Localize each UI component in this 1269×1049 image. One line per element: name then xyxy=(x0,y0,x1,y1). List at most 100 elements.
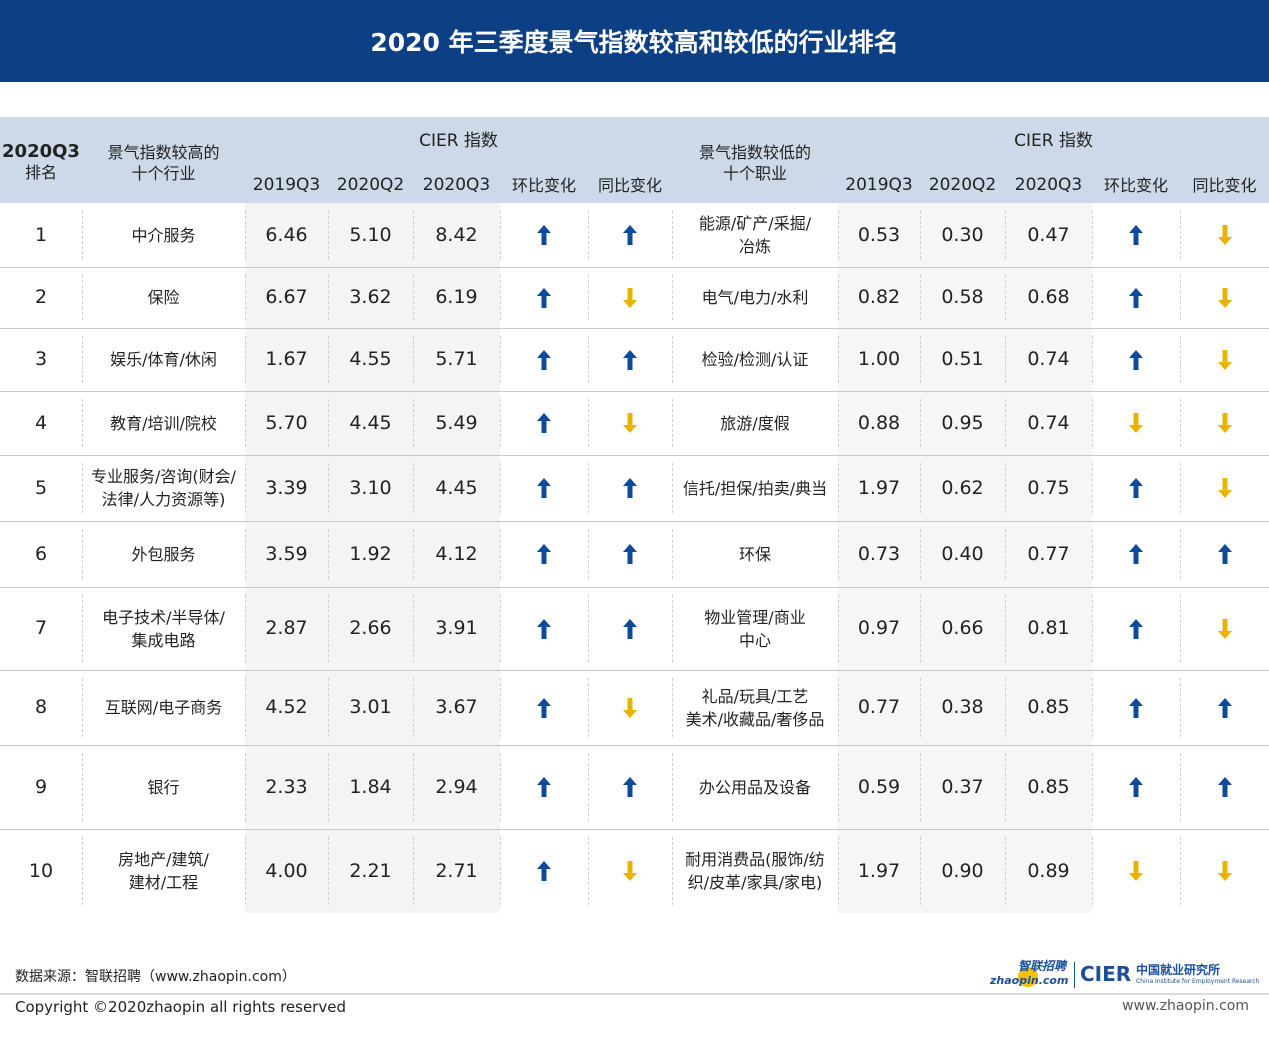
arrow-up-icon xyxy=(1129,478,1143,498)
column-divider xyxy=(1180,678,1181,737)
value-cell: 0.95 xyxy=(941,411,984,434)
column-divider xyxy=(1180,336,1181,383)
column-divider xyxy=(245,595,246,662)
arrow-down-icon xyxy=(1217,861,1232,881)
industry-name-cell-line: 银行 xyxy=(147,777,180,797)
row-divider xyxy=(0,745,1269,746)
column-header: 2020Q3 xyxy=(422,175,491,195)
column-divider xyxy=(588,399,589,447)
value-cell: 0.53 xyxy=(857,223,901,246)
yoy-change-cell xyxy=(588,829,672,913)
column-divider xyxy=(82,463,83,513)
column-divider xyxy=(920,275,921,320)
column-divider xyxy=(838,463,839,513)
rank-header: 2020Q3 排名 xyxy=(0,141,82,183)
low-occupation-header-line: 景气指数较低的 xyxy=(698,143,811,162)
occupation-name-cell-line: 中心 xyxy=(738,630,771,650)
column-divider xyxy=(500,595,501,662)
website-url: www.zhaopin.com xyxy=(1122,998,1249,1014)
occupation-name-cell-line: 电气/电力/水利 xyxy=(701,288,809,307)
rank-cell: 1 xyxy=(34,223,48,246)
row-divider xyxy=(0,670,1269,671)
value-cell: 5.71 xyxy=(435,348,478,370)
value-cell: 0.51 xyxy=(941,348,984,370)
arrow-up-icon xyxy=(1129,287,1143,308)
value-cell: 2.21 xyxy=(349,859,392,882)
arrow-up-icon xyxy=(1129,777,1143,797)
yoy-change-cell xyxy=(588,391,672,455)
occupation-name-cell: 信托/担保/拍卖/典当 xyxy=(672,455,838,521)
value-cell: 1.97 xyxy=(857,476,901,499)
column-divider xyxy=(588,336,589,383)
column-divider xyxy=(1180,275,1181,320)
row-divider xyxy=(0,521,1269,522)
arrow-up-icon xyxy=(537,287,551,308)
value-cell: 0.77 xyxy=(857,696,901,718)
value-cell: 6.67 xyxy=(265,286,308,308)
column-divider xyxy=(413,275,414,320)
arrow-up-icon xyxy=(537,618,551,639)
industry-name-cell: 银行 xyxy=(82,745,245,829)
industry-name-cell-line: 外包服务 xyxy=(131,544,196,564)
column-divider xyxy=(1180,837,1181,905)
column-divider xyxy=(1005,595,1006,662)
column-divider xyxy=(1092,463,1093,513)
column-divider xyxy=(1005,678,1006,737)
value-cell: 1.84 xyxy=(349,775,392,798)
value-cell: 2.87 xyxy=(265,617,308,639)
high-industry-header-line: 景气指数较高的 xyxy=(107,143,220,162)
cier-logo: CIER 中国就业研究所 China Institute for Employm… xyxy=(1080,962,1260,986)
zhaopin-logo: 智联招聘 zhaopin.com xyxy=(990,959,1069,987)
cier-index-header: CIER 指数 xyxy=(1014,131,1093,151)
row-divider xyxy=(0,328,1269,329)
value-cell: 3.01 xyxy=(349,696,392,718)
value-cell: 0.74 xyxy=(1027,411,1070,434)
occupation-name-cell-line: 耐用消费品(服饰/纺 xyxy=(685,850,825,869)
arrow-down-icon xyxy=(623,287,637,308)
column-divider xyxy=(328,336,329,383)
value-cell: 0.88 xyxy=(857,411,901,434)
value-cell: 4.45 xyxy=(349,411,392,434)
column-divider xyxy=(838,753,839,821)
value-cell: 0.74 xyxy=(1027,348,1070,370)
arrow-up-icon xyxy=(623,225,637,245)
qoq-change-cell xyxy=(1092,391,1180,455)
arrow-up-icon xyxy=(537,861,551,881)
value-column-bg xyxy=(838,203,1092,913)
arrow-up-icon xyxy=(623,349,637,370)
value-cell: 0.47 xyxy=(1027,223,1070,246)
column-divider xyxy=(920,463,921,513)
value-cell: 3.39 xyxy=(265,476,308,499)
arrow-up-icon xyxy=(1129,618,1143,639)
industry-name-cell-line: 互联网/电子商务 xyxy=(104,698,223,717)
cier-index-header: CIER 指数 xyxy=(419,131,498,151)
column-divider xyxy=(1005,211,1006,259)
column-header: 2019Q3 xyxy=(252,175,321,195)
industry-name-cell: 娱乐/体育/休闲 xyxy=(82,328,245,391)
column-header: 同比变化 xyxy=(1192,176,1257,195)
column-divider xyxy=(1180,211,1181,259)
column-header: 环比变化 xyxy=(511,176,576,195)
column-divider xyxy=(245,275,246,320)
occupation-name-cell: 能源/矿产/采掘/冶炼 xyxy=(672,203,838,267)
value-cell: 3.59 xyxy=(265,542,308,565)
column-header: 同比变化 xyxy=(597,176,662,195)
arrow-up-icon xyxy=(537,225,551,245)
qoq-change-cell xyxy=(1092,521,1180,587)
column-divider xyxy=(328,211,329,259)
column-divider xyxy=(920,837,921,905)
column-divider xyxy=(413,336,414,383)
arrow-down-icon xyxy=(1217,349,1232,370)
value-cell: 4.45 xyxy=(435,476,478,499)
column-divider xyxy=(588,595,589,662)
value-cell: 0.30 xyxy=(941,223,984,246)
yoy-change-cell xyxy=(588,203,672,267)
column-divider xyxy=(413,678,414,737)
value-cell: 4.00 xyxy=(265,859,308,882)
column-divider xyxy=(82,399,83,447)
column-divider xyxy=(500,837,501,905)
column-divider xyxy=(920,753,921,821)
row-divider xyxy=(0,455,1269,456)
column-divider xyxy=(1092,399,1093,447)
column-header: 2019Q3 xyxy=(845,175,913,195)
